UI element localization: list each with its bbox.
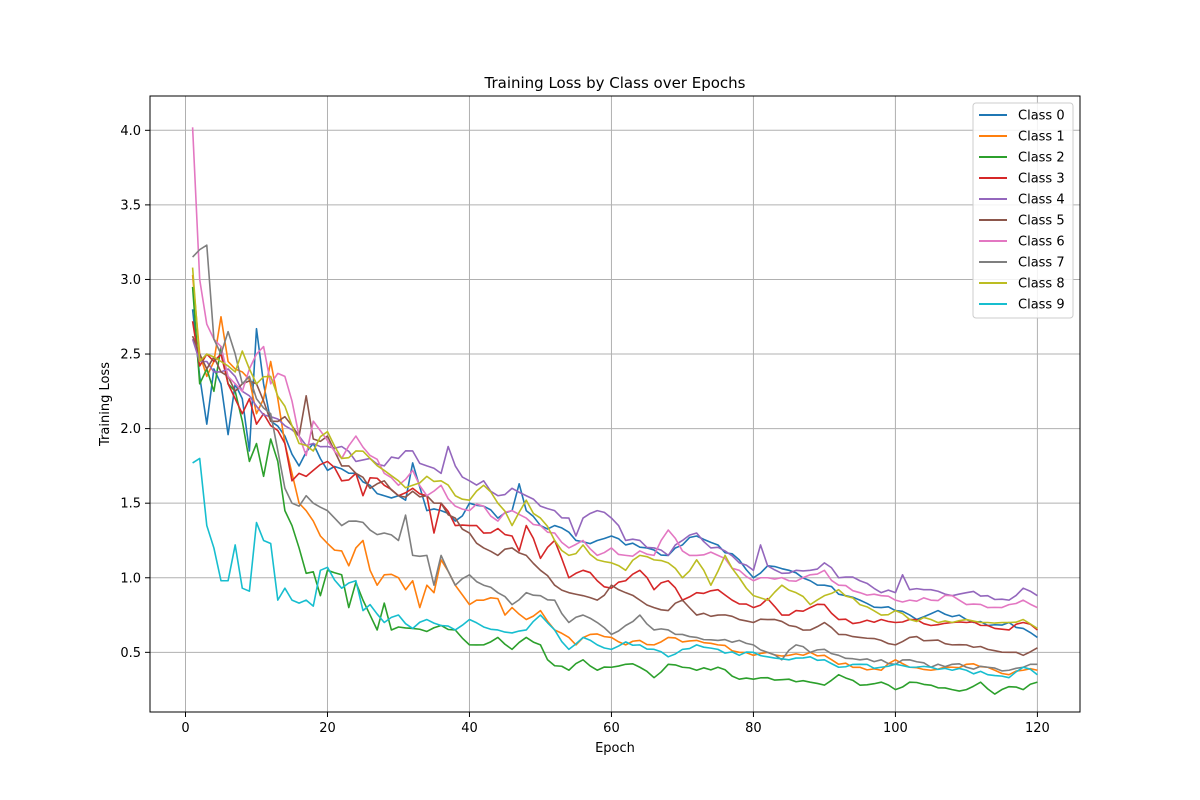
legend: Class 0 Class 1 Class 2 Class 3 Class 4 Class… [972,102,1074,319]
legend-entry: Class 8 [1018,277,1065,292]
legend-entry: Class 3 [1018,172,1065,187]
y-tick-label: 1.0 [120,571,141,586]
x-tick-label: 0 [181,721,189,736]
x-tick-label: 20 [319,721,336,736]
y-tick-label: 3.0 [120,273,141,288]
y-axis-ticks: 0.5 1.0 1.5 2.0 2.5 3.0 3.5 4.0 [120,124,150,661]
series-line-class-1 [191,274,1038,676]
series-line-class-9 [192,457,1038,679]
y-tick-label: 4.0 [120,124,141,139]
legend-entry: Class 9 [1018,298,1065,313]
x-tick-label: 80 [745,721,762,736]
x-tick-label: 60 [603,721,620,736]
series-line-class-3 [191,321,1038,631]
legend-entry: Class 5 [1018,214,1065,229]
series-lines [191,127,1038,695]
legend-entry: Class 1 [1018,130,1065,145]
legend-entry: Class 6 [1018,235,1065,250]
x-axis-label: Epoch [595,741,635,756]
legend-entry: Class 0 [1018,109,1065,124]
x-axis-ticks: 0 20 40 60 80 100 120 [181,712,1050,736]
series-line-class-2 [191,286,1038,695]
y-axis-label: Training Loss [98,362,113,447]
series-line-class-6 [191,127,1038,609]
legend-entry: Class 2 [1018,151,1065,166]
series-line-class-8 [191,267,1038,630]
grid [150,96,1080,712]
y-tick-label: 2.5 [120,348,141,363]
series-line-class-7 [192,244,1038,672]
x-tick-label: 100 [883,721,908,736]
x-tick-label: 120 [1025,721,1050,736]
chart-title: Training Loss by Class over Epochs [484,74,746,92]
plot-frame [149,95,1081,713]
y-tick-label: 0.5 [120,646,141,661]
y-tick-label: 2.0 [120,422,141,437]
legend-entry: Class 4 [1018,193,1065,208]
y-tick-label: 3.5 [120,198,141,213]
y-tick-label: 1.5 [120,497,141,512]
legend-entry: Class 7 [1018,256,1065,271]
x-tick-label: 40 [461,721,478,736]
